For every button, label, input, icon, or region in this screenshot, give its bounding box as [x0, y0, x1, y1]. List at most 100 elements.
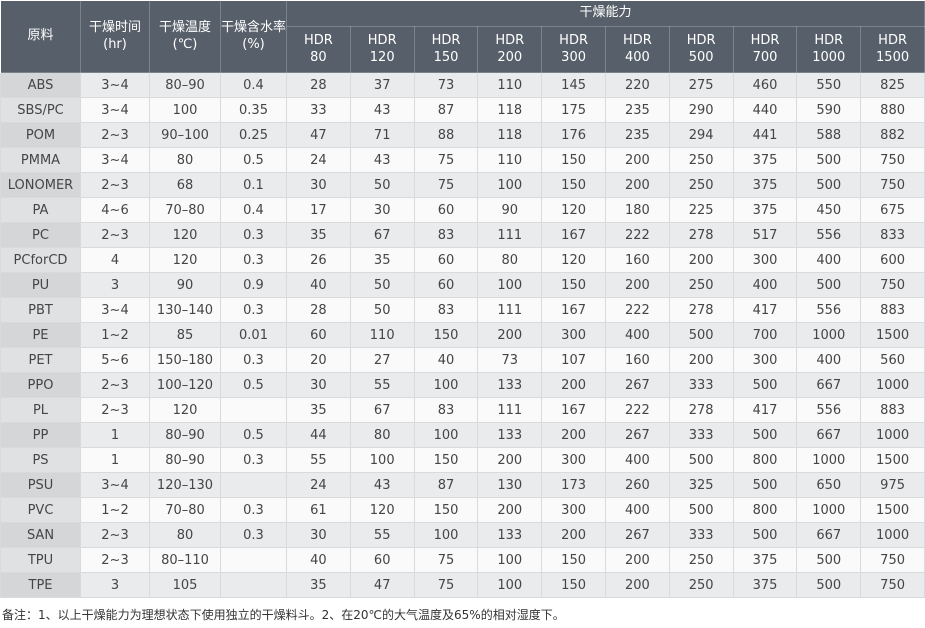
cell-capacity: 87: [413, 97, 479, 123]
cell-moisture: [220, 572, 287, 598]
cell-capacity: 667: [796, 372, 862, 398]
cell-capacity: 160: [604, 247, 670, 273]
cell-capacity: 417: [732, 297, 798, 323]
cell-capacity: 883: [860, 397, 925, 423]
cell-capacity: 100: [477, 272, 543, 298]
cell-temp: 80–90: [149, 422, 221, 448]
cell-moisture: 0.3: [220, 497, 287, 523]
cell-capacity: 1000: [796, 322, 862, 348]
cell-capacity: 43: [349, 472, 415, 498]
cell-capacity: 50: [349, 297, 415, 323]
cell-temp: 100: [149, 97, 221, 123]
table-row: SBS/PC 3~4 100 0.35 33 43 87 118 175 235 290 440 590…: [0, 97, 925, 123]
cell-capacity: 1500: [860, 322, 925, 348]
cell-time: 3~4: [80, 97, 150, 123]
col-header-time-unit: (hr): [103, 36, 127, 52]
cell-capacity: 1500: [860, 497, 925, 523]
cell-moisture: [220, 547, 287, 573]
cell-time: 2~3: [80, 222, 150, 248]
table-row: PU 3 90 0.9 40 50 60 100 150 200 250 400 500 750: [0, 272, 925, 298]
cell-capacity: 160: [604, 347, 670, 373]
cell-temp: 80–90: [149, 72, 221, 98]
cell-capacity: 37: [349, 72, 415, 98]
cell-time: 2~3: [80, 172, 150, 198]
cell-material: PL: [0, 397, 81, 423]
cell-time: 3: [80, 572, 150, 598]
cell-capacity: 67: [349, 222, 415, 248]
cell-capacity: 235: [604, 97, 670, 123]
cell-capacity: 150: [413, 497, 479, 523]
cell-temp: 150–180: [149, 347, 221, 373]
cell-capacity: 222: [604, 397, 670, 423]
cell-capacity: 200: [477, 322, 543, 348]
cell-material: TPE: [0, 572, 81, 598]
cell-capacity: 675: [860, 197, 925, 223]
cell-capacity: 55: [349, 372, 415, 398]
cell-moisture: 0.3: [220, 222, 287, 248]
col-header-capacity-group: 干燥能力: [286, 0, 925, 27]
cell-capacity: 40: [413, 347, 479, 373]
cell-capacity: 375: [732, 197, 798, 223]
cell-capacity: 500: [732, 372, 798, 398]
cell-capacity: 278: [668, 397, 734, 423]
cell-time: 3: [80, 272, 150, 298]
col-header-temp-label: 干燥温度: [158, 20, 211, 36]
cell-capacity: 30: [286, 172, 351, 198]
cell-capacity: 333: [668, 522, 734, 548]
cell-capacity: 110: [349, 322, 415, 348]
cell-capacity: 200: [477, 447, 543, 473]
table-body: ABS 3~4 80–90 0.4 28 37 73 110 145 220 275 460 550 82…: [0, 72, 925, 598]
cell-capacity: 120: [349, 497, 415, 523]
table-row: PE 1~2 85 0.01 60 110 150 200 300 400 500 700 1000 15…: [0, 322, 925, 348]
cell-capacity: 440: [732, 97, 798, 123]
cell-capacity: 417: [732, 397, 798, 423]
cell-capacity: 250: [668, 547, 734, 573]
cell-capacity: 300: [541, 497, 606, 523]
cell-capacity: 260: [604, 472, 670, 498]
cell-capacity: 750: [860, 172, 925, 198]
cell-capacity: 556: [796, 397, 862, 423]
cell-capacity: 55: [286, 447, 351, 473]
table-row: SAN 2~3 80 0.3 30 55 100 133 200 267 333 500 667 1000: [0, 522, 925, 548]
cell-capacity: 278: [668, 222, 734, 248]
cell-capacity: 200: [604, 572, 670, 598]
cell-time: 1: [80, 422, 150, 448]
cell-moisture: 0.35: [220, 97, 287, 123]
cell-capacity: 400: [732, 272, 798, 298]
cell-capacity: 800: [732, 447, 798, 473]
cell-capacity: 111: [477, 222, 543, 248]
cell-temp: 130–140: [149, 297, 221, 323]
cell-capacity: 750: [860, 547, 925, 573]
cell-capacity: 43: [349, 97, 415, 123]
cell-material: PA: [0, 197, 81, 223]
cell-capacity: 167: [541, 297, 606, 323]
cell-capacity: 450: [796, 197, 862, 223]
cell-capacity: 882: [860, 122, 925, 148]
cell-material: PE: [0, 322, 81, 348]
cell-material: PMMA: [0, 147, 81, 173]
table-row: TPU 2~3 80–110 40 60 75 100 150 200 250 375 500 750: [0, 547, 925, 573]
cell-capacity: 100: [413, 372, 479, 398]
cell-temp: 80: [149, 522, 221, 548]
cell-material: POM: [0, 122, 81, 148]
cell-capacity: 73: [477, 347, 543, 373]
cell-capacity: 560: [860, 347, 925, 373]
cell-capacity: 556: [796, 222, 862, 248]
cell-capacity: 75: [413, 172, 479, 198]
cell-capacity: 150: [541, 572, 606, 598]
header-row-hdr-models: HDR 80 HDR 120 HDR 150 HDR 200 HDR 300 HDR 400 HDR 50…: [1, 26, 925, 73]
cell-capacity: 1000: [860, 522, 925, 548]
cell-capacity: 60: [349, 547, 415, 573]
cell-time: 1~2: [80, 497, 150, 523]
table-row: PPO 2~3 100–120 0.5 30 55 100 133 200 267 333 500 66…: [0, 372, 925, 398]
cell-capacity: 200: [604, 547, 670, 573]
cell-moisture: 0.3: [220, 447, 287, 473]
cell-capacity: 267: [604, 372, 670, 398]
cell-capacity: 100: [413, 522, 479, 548]
cell-capacity: 500: [668, 447, 734, 473]
cell-material: PBT: [0, 297, 81, 323]
cell-capacity: 200: [604, 172, 670, 198]
cell-capacity: 28: [286, 72, 351, 98]
cell-capacity: 120: [541, 247, 606, 273]
cell-capacity: 176: [541, 122, 606, 148]
